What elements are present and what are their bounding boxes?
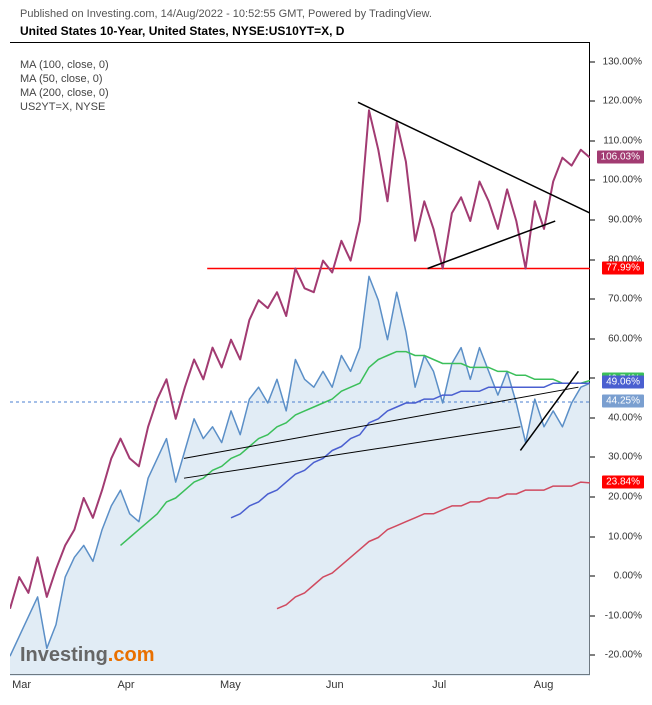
plot-svg — [10, 43, 590, 676]
y-tick-label: 20.00% — [608, 491, 642, 502]
plot-area[interactable] — [10, 42, 590, 675]
y-tick-label: 0.00% — [614, 571, 642, 582]
x-tick-label: Apr — [117, 679, 134, 691]
y-tick-label: 40.00% — [608, 412, 642, 423]
y-tick-label: 130.00% — [603, 56, 642, 67]
y-tick-label: 10.00% — [608, 531, 642, 542]
x-tick-label: Aug — [534, 679, 554, 691]
y-tick-label: -10.00% — [605, 610, 642, 621]
x-tick-label: Jul — [432, 679, 446, 691]
y-tick-label: 90.00% — [608, 215, 642, 226]
price-label: 23.84% — [602, 475, 644, 488]
y-axis: -20.00% -10.00% 0.00% 10.00% 20.00% 30.00% 40.… — [590, 42, 644, 675]
price-label: 44.25% — [602, 395, 644, 408]
price-label: 106.03% — [597, 150, 644, 163]
y-tick-label: 100.00% — [603, 175, 642, 186]
series-fill-us10yt — [10, 276, 590, 676]
x-tick-label: Mar — [12, 679, 31, 691]
x-tick-label: May — [220, 679, 241, 691]
price-label: 77.99% — [602, 261, 644, 274]
y-tick-label: 70.00% — [608, 294, 642, 305]
watermark-main: Investing — [20, 644, 108, 666]
y-tick-label: -20.00% — [605, 650, 642, 661]
watermark-suffix: .com — [108, 644, 155, 666]
x-tick-label: Jun — [326, 679, 344, 691]
y-tick-label: 30.00% — [608, 452, 642, 463]
chart-container: Published on Investing.com, 14/Aug/2022 … — [0, 0, 652, 705]
y-tick-label: 120.00% — [603, 96, 642, 107]
y-tick-label: 110.00% — [603, 135, 642, 146]
price-label: 49.06% — [602, 376, 644, 389]
chart-title: United States 10-Year, United States, NY… — [20, 24, 344, 38]
publish-header: Published on Investing.com, 14/Aug/2022 … — [20, 8, 432, 20]
x-axis: Mar Apr May Jun Jul Aug — [10, 677, 590, 695]
watermark-logo: Investing.com — [20, 644, 154, 667]
y-tick-label: 60.00% — [608, 333, 642, 344]
